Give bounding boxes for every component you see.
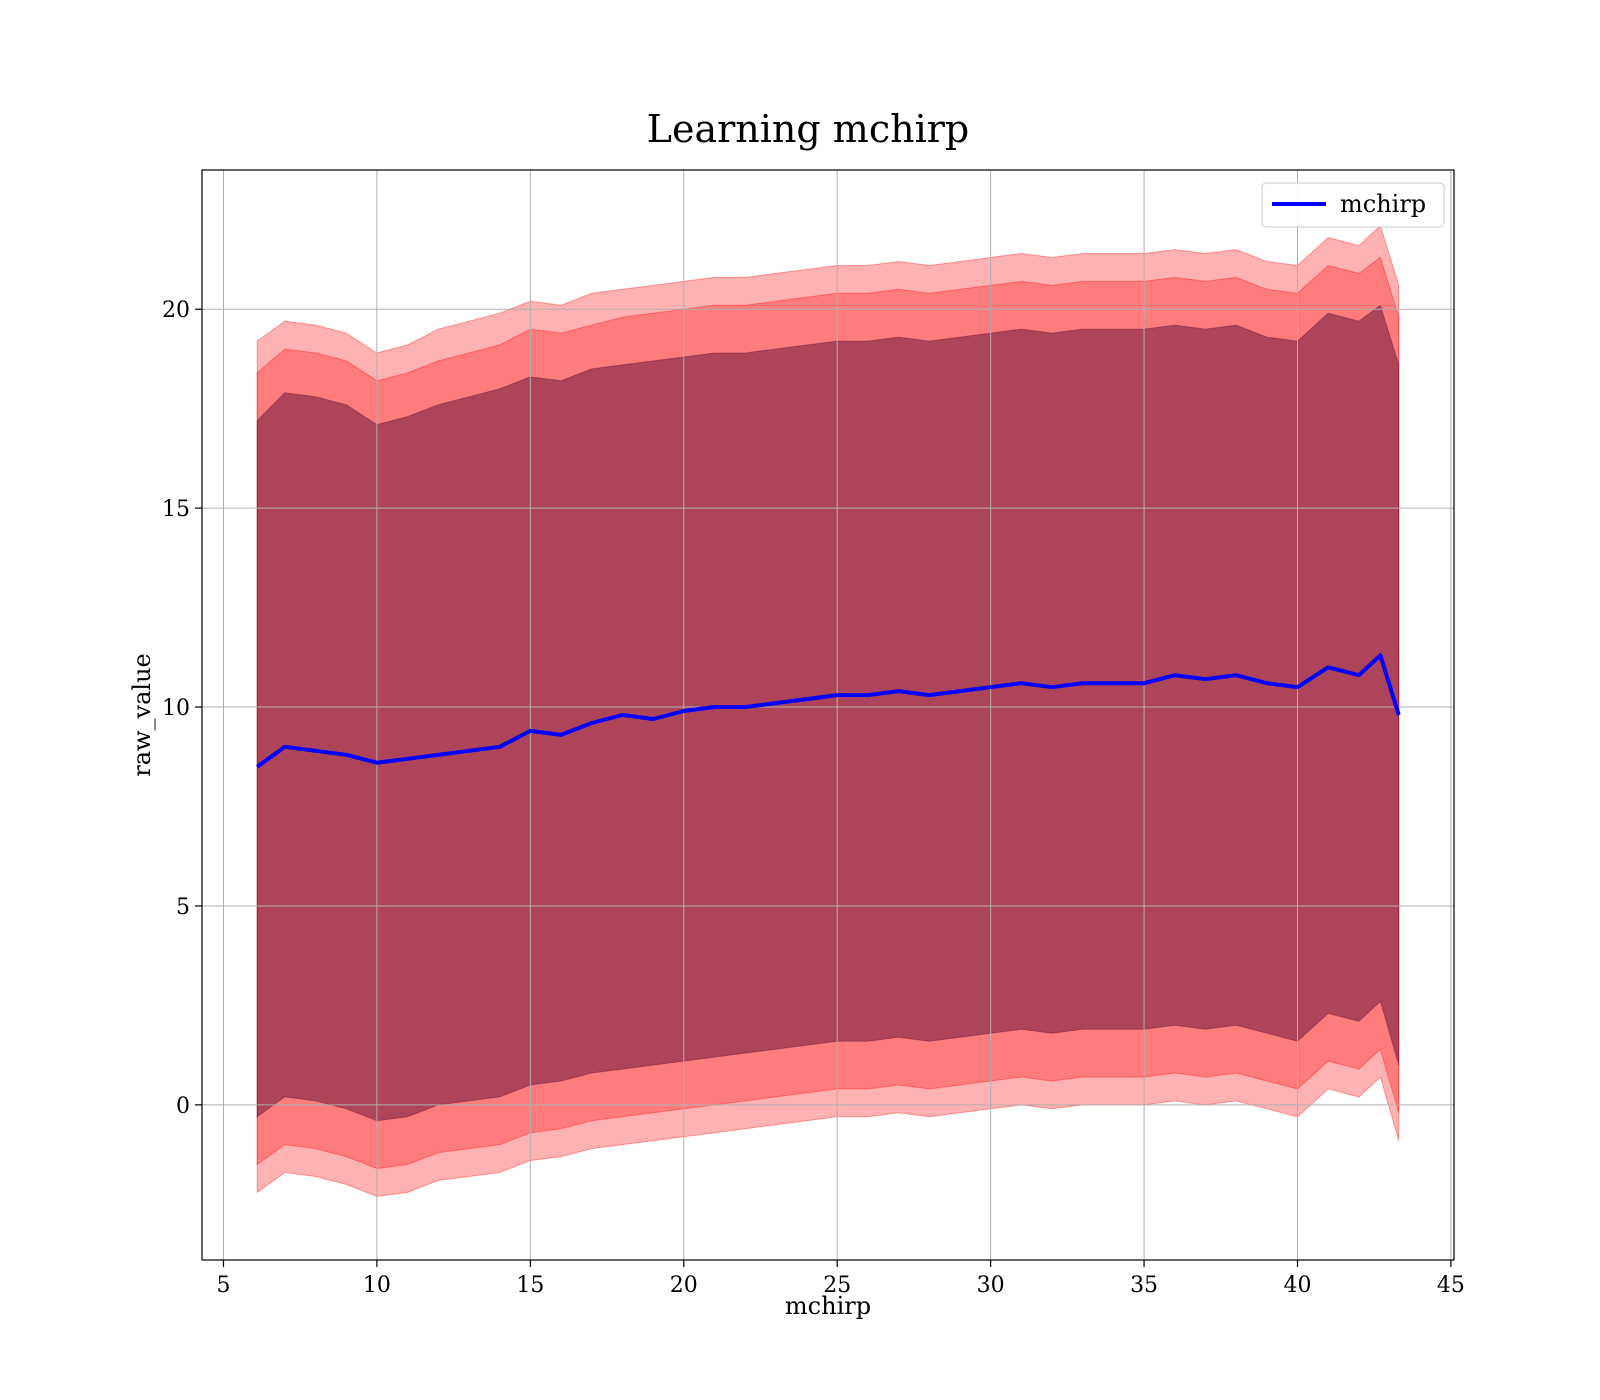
legend: mchirp bbox=[1261, 182, 1445, 228]
y-tick-label: 10 bbox=[162, 696, 190, 721]
band-outer bbox=[256, 224, 1400, 1197]
chart-title: Learning mchirp bbox=[647, 107, 969, 151]
series-lines bbox=[256, 653, 1401, 769]
legend-box bbox=[1261, 182, 1445, 228]
x-tick-label: 35 bbox=[1130, 1273, 1158, 1298]
x-tick-label: 5 bbox=[216, 1273, 230, 1298]
y-tick-label: 20 bbox=[162, 298, 190, 323]
y-axis-ticks: 0 5 10 15 20 bbox=[162, 298, 202, 1119]
x-tick-label: 30 bbox=[977, 1273, 1005, 1298]
plot-frame bbox=[201, 169, 1455, 1261]
confidence-bands bbox=[256, 224, 1400, 1197]
x-tick-label: 15 bbox=[516, 1273, 544, 1298]
legend-label: mchirp bbox=[1340, 190, 1426, 218]
band-middle bbox=[256, 256, 1400, 1170]
y-tick-label: 0 bbox=[176, 1094, 190, 1119]
y-tick-label: 5 bbox=[176, 895, 190, 920]
series-line-mchirp bbox=[256, 653, 1401, 769]
grid-lines bbox=[202, 170, 1454, 1260]
x-axis-label: mchirp bbox=[785, 1292, 871, 1320]
y-tick-label: 15 bbox=[162, 497, 190, 522]
y-axis-label: raw_value bbox=[128, 653, 156, 777]
x-tick-label: 25 bbox=[823, 1273, 851, 1298]
x-tick-label: 10 bbox=[363, 1273, 391, 1298]
x-tick-label: 20 bbox=[670, 1273, 698, 1298]
band-inner bbox=[256, 304, 1400, 1122]
x-tick-label: 40 bbox=[1284, 1273, 1312, 1298]
x-tick-label: 45 bbox=[1437, 1273, 1465, 1298]
x-axis-ticks: 5 10 15 20 25 30 35 40 45 bbox=[216, 1260, 1465, 1298]
